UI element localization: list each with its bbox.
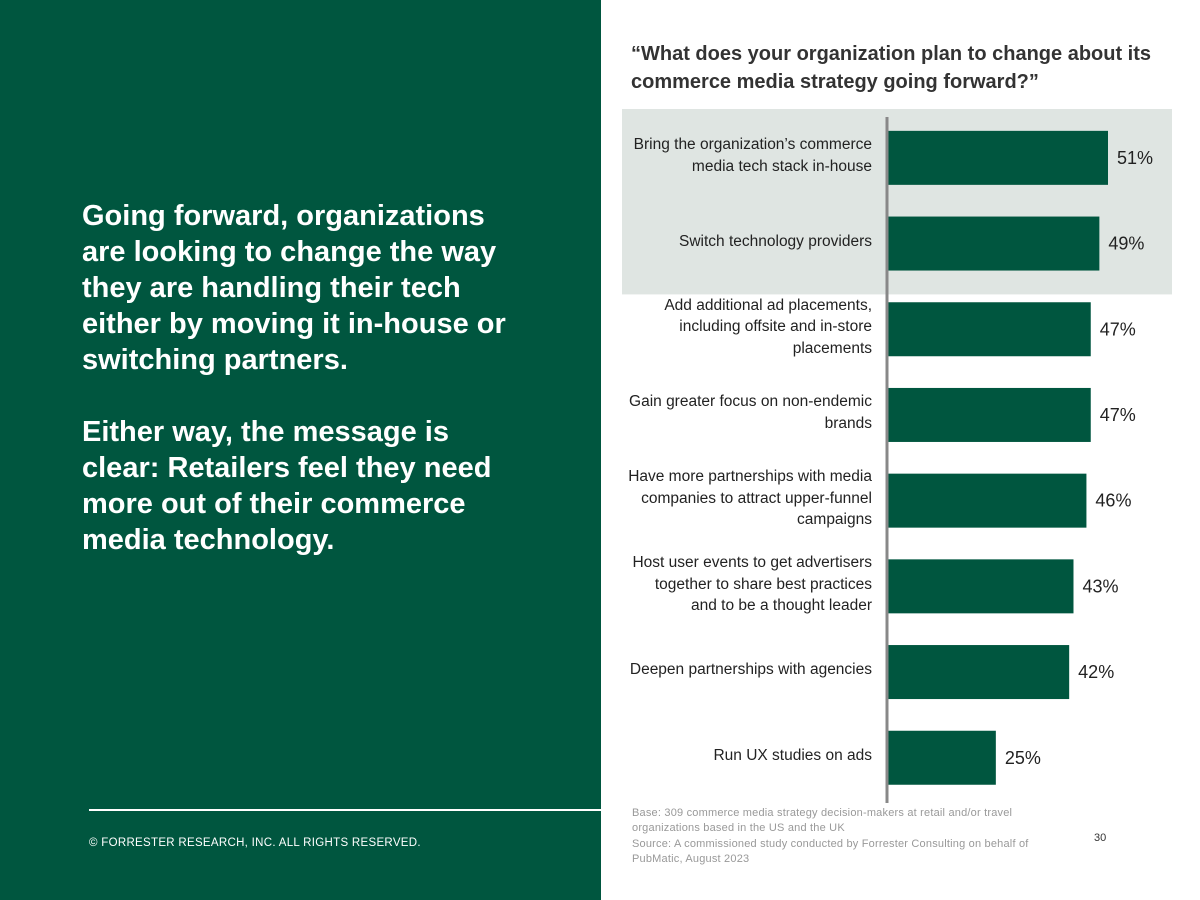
bar-0 <box>888 130 1108 185</box>
divider-line <box>89 809 601 811</box>
data-label-1: 49% <box>1108 234 1144 254</box>
category-label-5: Host user events to get advertisers toge… <box>632 554 872 615</box>
category-label-6: Deepen partnerships with agencies <box>629 661 872 679</box>
base-footnote: Base: 309 commerce media strategy decisi… <box>632 807 1013 834</box>
bar-2 <box>888 302 1091 357</box>
bar-1 <box>888 216 1100 271</box>
category-label-7: Run UX studies on ads <box>713 746 872 764</box>
bar-4 <box>888 473 1087 528</box>
data-label-5: 43% <box>1082 576 1118 596</box>
bar-3 <box>888 387 1091 442</box>
chart-title: “What does your organization plan to cha… <box>631 43 1152 93</box>
bar-6 <box>888 645 1070 700</box>
left-panel: Going forward, organizations are looking… <box>0 0 601 900</box>
page-number: 30 <box>1094 832 1107 844</box>
copyright-text: © FORRESTER RESEARCH, INC. ALL RIGHTS RE… <box>89 837 421 849</box>
category-label-1: Switch technology providers <box>679 232 872 250</box>
subheadline-text: Either way, the message is clear: Retail… <box>82 416 492 556</box>
source-footnote: Source: A commissioned study conducted b… <box>632 838 1029 865</box>
data-label-4: 46% <box>1095 491 1131 511</box>
category-label-4: Have more partnerships with media compan… <box>628 468 872 529</box>
category-label-3: Gain greater focus on non-endemic brands <box>629 393 872 432</box>
category-label-2: Add additional ad placements, including … <box>664 296 872 357</box>
bar-7 <box>888 730 996 785</box>
category-label-0: Bring the organization’s commerce media … <box>633 136 872 175</box>
headline-block: Going forward, organizations are looking… <box>82 198 522 558</box>
bar-5 <box>888 559 1074 614</box>
data-label-2: 47% <box>1100 319 1136 339</box>
data-label-7: 25% <box>1005 748 1041 768</box>
data-label-3: 47% <box>1100 405 1136 425</box>
headline-text: Going forward, organizations are looking… <box>82 200 506 376</box>
data-label-0: 51% <box>1117 148 1153 168</box>
data-label-6: 42% <box>1078 662 1114 682</box>
